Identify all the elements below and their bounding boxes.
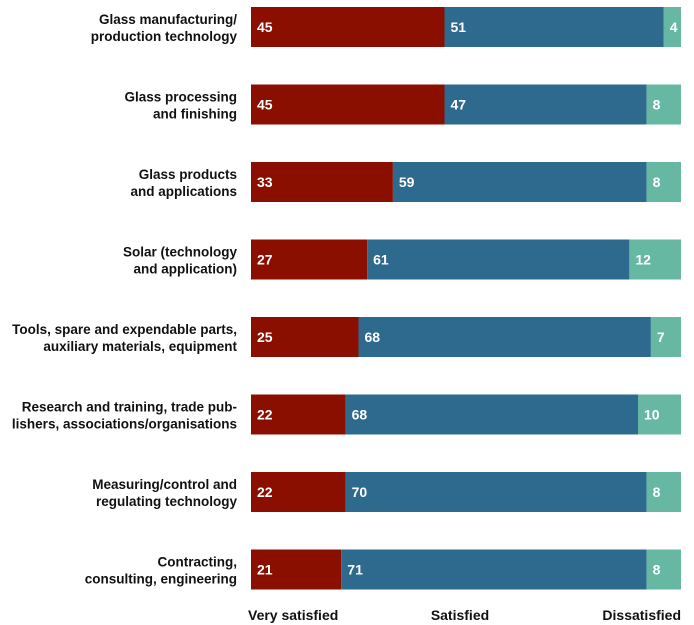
category-label-line: regulating technology (96, 494, 237, 509)
bar-segment-very-satisfied (251, 84, 445, 125)
category-label-line: Glass processing (124, 90, 237, 105)
bar-segment-dissatisfied (629, 239, 681, 280)
bar-segment-dissatisfied (663, 7, 681, 47)
data-label: 45 (257, 97, 273, 113)
category-label-line: Research and training, trade pub- (22, 400, 237, 415)
bar-segment-very-satisfied (251, 317, 359, 357)
category-label-line: Glass products (139, 167, 237, 182)
bar-segment-satisfied (444, 84, 647, 125)
data-label: 33 (257, 174, 273, 190)
data-label: 4 (670, 19, 678, 35)
category-label-line: Contracting, (158, 555, 238, 570)
legend-item-very-satisfied: Very satisfied (248, 607, 338, 623)
data-label: 8 (653, 562, 661, 578)
category-label-line: Glass manufacturing/ (99, 12, 237, 27)
category-label: Glass manufacturing/production technolog… (91, 12, 238, 44)
bar-segment-very-satisfied (251, 239, 368, 280)
category-label: Tools, spare and expendable parts, auxili… (12, 322, 237, 354)
legend-item-dissatisfied: Dissatisfied (602, 607, 681, 623)
category-label: Contracting, consulting, engineering (85, 555, 237, 587)
category-label-line: and finishing (153, 107, 237, 122)
bars: 45 51 4 45 47 8 33 59 8 27 61 12 25 68 7 22 68 10 22 70 8 21 7… (251, 7, 681, 590)
data-label: 51 (451, 19, 467, 35)
data-label: 27 (257, 252, 273, 268)
category-label: Measuring/control and regulating technolo… (92, 477, 237, 509)
data-label: 68 (365, 329, 381, 345)
bar-segment-dissatisfied (646, 549, 681, 590)
bar-segment-dissatisfied (646, 162, 681, 202)
bar-segment-satisfied (345, 394, 638, 435)
category-label-line: auxiliary materials, equipment (43, 339, 237, 354)
data-label: 12 (635, 252, 651, 268)
data-label: 61 (373, 252, 389, 268)
bar-segment-satisfied (392, 162, 647, 202)
bar-segment-satisfied (341, 549, 647, 590)
data-label: 71 (347, 562, 363, 578)
category-label-line: Measuring/control and (92, 477, 237, 492)
bar-segment-satisfied (345, 472, 647, 512)
bar-segment-dissatisfied (646, 472, 681, 512)
category-label-line: production technology (91, 29, 238, 44)
data-label: 70 (352, 484, 368, 500)
data-label: 47 (451, 97, 467, 113)
category-label-line: and applications (130, 184, 237, 199)
bar-segment-very-satisfied (251, 472, 346, 512)
bar-segment-very-satisfied (251, 394, 346, 435)
category-labels: Glass manufacturing/production technolog… (12, 12, 238, 587)
data-label: 68 (352, 407, 368, 423)
data-label: 10 (644, 407, 660, 423)
bar-segment-dissatisfied (650, 317, 681, 357)
category-label: Solar (technology and application) (123, 245, 238, 277)
bar-segment-very-satisfied (251, 162, 393, 202)
category-label-line: and application) (133, 262, 237, 277)
bar-segment-very-satisfied (251, 7, 445, 47)
category-label-line: Tools, spare and expendable parts, (12, 322, 237, 337)
bar-segment-satisfied (358, 317, 651, 357)
data-label: 22 (257, 407, 273, 423)
legend: Very satisfied Satisfied Dissatisfied (248, 607, 681, 623)
data-label: 8 (653, 97, 661, 113)
bar-segment-dissatisfied (646, 84, 681, 125)
data-label: 59 (399, 174, 415, 190)
category-label: Glass processing and finishing (124, 90, 237, 122)
data-label: 21 (257, 562, 273, 578)
data-label: 45 (257, 19, 273, 35)
category-label-line: Solar (technology (123, 245, 238, 260)
data-label: 8 (653, 484, 661, 500)
bar-segment-satisfied (367, 239, 630, 280)
bar-segment-dissatisfied (638, 394, 681, 435)
bar-segment-satisfied (444, 7, 664, 47)
data-label: 7 (657, 329, 665, 345)
category-label: Glass products and applications (130, 167, 237, 199)
legend-item-satisfied: Satisfied (431, 607, 489, 623)
data-label: 22 (257, 484, 273, 500)
data-label: 8 (653, 174, 661, 190)
category-label-line: lishers, associations/organisations (12, 417, 237, 432)
category-label: Research and training, trade pub-lishers… (12, 400, 237, 432)
data-label: 25 (257, 329, 273, 345)
bar-segment-very-satisfied (251, 549, 342, 590)
category-label-line: consulting, engineering (85, 572, 237, 587)
